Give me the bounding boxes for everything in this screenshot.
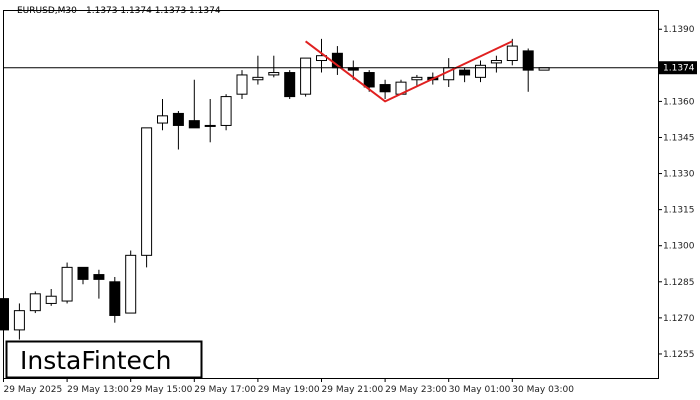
candle-body-bearish — [172, 112, 184, 126]
chart-header-symbol: EURUSD,M30 — [17, 6, 77, 16]
candle — [506, 38, 518, 66]
candle — [0, 291, 9, 338]
candle — [45, 289, 57, 306]
candle — [220, 94, 232, 131]
price-axis-label: 1.1315 — [663, 206, 695, 216]
candle-body-bullish — [141, 127, 153, 256]
price-axis-label: 1.1345 — [663, 133, 695, 143]
candle — [172, 111, 184, 150]
candle-body-bearish — [284, 72, 296, 98]
price-axis-label: 1.1270 — [663, 314, 695, 324]
time-axis-label: 29 May 23:00 — [385, 385, 447, 395]
logo-text: InstaFintech — [20, 346, 172, 375]
time-axis-label: 30 May 03:00 — [512, 385, 574, 395]
candle-body-bullish — [13, 310, 25, 331]
candle-body-bullish — [252, 76, 264, 81]
candle — [77, 266, 89, 285]
price-axis-label: 1.1360 — [663, 97, 695, 107]
pattern-layer — [304, 40, 513, 103]
candle — [125, 250, 137, 314]
current-price-tag-label: 1.1374 — [663, 64, 695, 74]
candle — [61, 262, 73, 304]
candle-body-bearish — [379, 84, 391, 93]
candle-body-bullish — [220, 96, 232, 126]
candle-body-bullish — [490, 60, 502, 64]
candle — [459, 67, 471, 83]
time-axis-label: 29 May 19:00 — [258, 385, 320, 395]
price-axis-label: 1.1300 — [663, 242, 695, 252]
candle — [379, 79, 391, 99]
candle — [109, 276, 121, 323]
price-axis-label: 1.1255 — [663, 350, 695, 360]
chart-header-ohlc: 1.1373 1.1374 1.1373 1.1374 — [86, 6, 221, 16]
candle-body-bearish — [363, 72, 375, 88]
candles-layer — [0, 38, 550, 340]
candle-body-bullish — [45, 295, 57, 304]
plot-frame — [3, 10, 659, 379]
candle — [13, 303, 25, 340]
candle-body-bullish — [475, 64, 486, 78]
time-axis-label: 29 May 21:00 — [322, 385, 384, 395]
candle-body-bullish — [29, 293, 41, 312]
candle-body-bullish — [506, 45, 518, 62]
price-axis-label: 1.1390 — [663, 25, 695, 35]
candle-body-bearish — [0, 298, 9, 331]
candle-body-bearish — [522, 50, 534, 71]
candle — [141, 127, 153, 268]
candle-body-bullish — [300, 57, 312, 95]
candle-body-bullish — [268, 72, 280, 76]
candle — [490, 55, 502, 73]
candle — [93, 269, 105, 299]
candle-body-bullish — [61, 266, 73, 302]
candle — [236, 70, 248, 99]
candle — [252, 55, 264, 85]
candle-body-bullish — [236, 74, 248, 95]
time-axis-label: 30 May 01:00 — [449, 385, 511, 395]
candle — [29, 291, 41, 314]
candle — [284, 70, 296, 99]
price-axis-label: 1.1330 — [663, 170, 695, 180]
candle — [475, 60, 486, 83]
candle — [188, 79, 200, 129]
price-axis-label: 1.1285 — [663, 278, 695, 288]
candle-body-bullish — [157, 115, 168, 124]
candle-body-bullish — [411, 76, 423, 81]
instafintech-logo: InstaFintech — [5, 340, 203, 379]
candle-body-bearish — [188, 120, 200, 129]
candle — [157, 98, 168, 131]
candle-body-bearish — [77, 266, 89, 280]
time-axis[interactable]: 29 May 2025 29 May 13:00 29 May 15:00 29 Ma… — [3, 378, 575, 395]
time-axis-label: 29 May 17:00 — [194, 385, 256, 395]
candle-body-bullish — [204, 124, 216, 127]
candle — [522, 48, 534, 92]
logo-box — [5, 340, 203, 379]
candle — [411, 74, 423, 87]
candle-body-bearish — [459, 69, 471, 76]
candle — [204, 98, 216, 143]
candle — [268, 55, 280, 78]
current-price-tag-box — [659, 61, 697, 75]
pattern-line — [304, 40, 513, 103]
candle-body-bearish — [109, 281, 121, 316]
time-axis-label: 29 May 13:00 — [67, 385, 129, 395]
candle — [300, 57, 312, 97]
time-axis-label: 29 May 2025 — [4, 385, 63, 395]
current-price-tag: 1.1374 — [659, 61, 697, 75]
candle-body-bullish — [125, 254, 137, 314]
candle-body-bearish — [93, 274, 105, 280]
time-axis-label: 29 May 15:00 — [131, 385, 193, 395]
